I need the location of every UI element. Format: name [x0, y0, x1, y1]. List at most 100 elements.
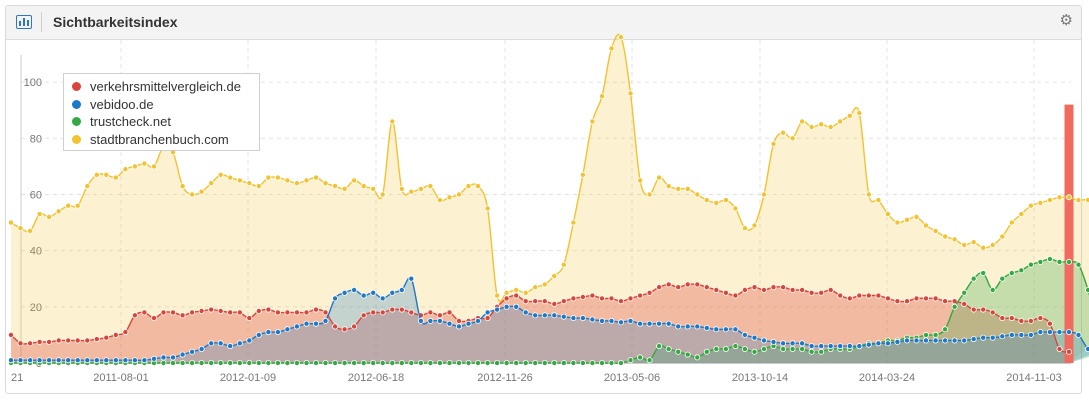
data-point[interactable]	[17, 225, 24, 232]
data-point[interactable]	[703, 324, 710, 331]
data-point[interactable]	[570, 359, 577, 366]
data-point[interactable]	[312, 359, 319, 366]
data-point[interactable]	[427, 309, 434, 316]
data-point[interactable]	[694, 191, 701, 198]
data-point[interactable]	[150, 315, 157, 322]
data-point[interactable]	[322, 309, 329, 316]
data-point[interactable]	[122, 329, 129, 336]
data-point[interactable]	[970, 336, 977, 343]
data-point[interactable]	[332, 323, 339, 330]
data-point[interactable]	[522, 298, 529, 305]
data-point[interactable]	[608, 45, 615, 52]
data-point[interactable]	[474, 359, 481, 366]
data-point[interactable]	[751, 334, 758, 341]
data-point[interactable]	[436, 312, 443, 319]
data-point[interactable]	[179, 351, 186, 358]
data-point[interactable]	[351, 323, 358, 330]
data-point[interactable]	[904, 216, 911, 223]
data-point[interactable]	[284, 177, 291, 184]
data-point[interactable]	[1046, 197, 1053, 204]
data-point[interactable]	[780, 129, 787, 136]
data-point[interactable]	[189, 309, 196, 316]
data-point[interactable]	[303, 320, 310, 327]
data-point[interactable]	[579, 359, 586, 366]
data-point[interactable]	[1066, 329, 1073, 336]
data-point[interactable]	[398, 306, 405, 313]
data-point[interactable]	[398, 359, 405, 366]
data-point[interactable]	[618, 359, 625, 366]
data-point[interactable]	[179, 359, 186, 366]
data-point[interactable]	[865, 292, 872, 299]
data-point[interactable]	[599, 359, 606, 366]
data-point[interactable]	[713, 199, 720, 206]
data-point[interactable]	[999, 333, 1006, 340]
data-point[interactable]	[713, 286, 720, 293]
data-point[interactable]	[932, 331, 939, 338]
data-point[interactable]	[379, 359, 386, 366]
data-point[interactable]	[227, 174, 234, 181]
data-point[interactable]	[665, 345, 672, 352]
data-point[interactable]	[884, 211, 891, 218]
data-point[interactable]	[570, 315, 577, 322]
data-point[interactable]	[265, 174, 272, 181]
data-point[interactable]	[1008, 219, 1015, 226]
data-point[interactable]	[46, 338, 53, 345]
data-point[interactable]	[341, 185, 348, 192]
data-point[interactable]	[970, 239, 977, 246]
data-point[interactable]	[799, 286, 806, 293]
data-point[interactable]	[265, 359, 272, 366]
data-point[interactable]	[93, 336, 100, 343]
data-point[interactable]	[780, 284, 787, 291]
data-point[interactable]	[503, 289, 510, 296]
data-point[interactable]	[656, 174, 663, 181]
data-point[interactable]	[951, 337, 958, 344]
data-point[interactable]	[522, 359, 529, 366]
data-point[interactable]	[227, 359, 234, 366]
data-point[interactable]	[560, 298, 567, 305]
data-point[interactable]	[1066, 348, 1073, 355]
data-point[interactable]	[1085, 197, 1089, 204]
data-point[interactable]	[618, 319, 625, 326]
data-point[interactable]	[541, 359, 548, 366]
data-point[interactable]	[923, 295, 930, 302]
data-point[interactable]	[389, 306, 396, 313]
data-point[interactable]	[179, 312, 186, 319]
data-point[interactable]	[1056, 345, 1063, 352]
data-point[interactable]	[1075, 197, 1082, 204]
data-point[interactable]	[303, 359, 310, 366]
data-point[interactable]	[236, 359, 243, 366]
data-point[interactable]	[846, 295, 853, 302]
data-point[interactable]	[427, 183, 434, 190]
data-point[interactable]	[503, 303, 510, 310]
data-point[interactable]	[989, 286, 996, 293]
data-point[interactable]	[322, 359, 329, 366]
data-point[interactable]	[255, 183, 262, 190]
data-point[interactable]	[627, 357, 634, 364]
data-point[interactable]	[722, 289, 729, 296]
data-point[interactable]	[484, 359, 491, 366]
data-point[interactable]	[398, 185, 405, 192]
data-point[interactable]	[379, 191, 386, 198]
data-point[interactable]	[637, 292, 644, 299]
data-point[interactable]	[284, 359, 291, 366]
data-point[interactable]	[961, 337, 968, 344]
data-point[interactable]	[741, 331, 748, 338]
data-point[interactable]	[980, 270, 987, 277]
data-point[interactable]	[446, 359, 453, 366]
data-point[interactable]	[761, 286, 768, 293]
data-point[interactable]	[484, 315, 491, 322]
data-point[interactable]	[255, 359, 262, 366]
data-point[interactable]	[1018, 317, 1025, 324]
data-point[interactable]	[246, 180, 253, 187]
data-point[interactable]	[150, 163, 157, 170]
data-point[interactable]	[7, 331, 14, 338]
data-point[interactable]	[513, 286, 520, 293]
data-point[interactable]	[579, 293, 586, 300]
data-point[interactable]	[1027, 261, 1034, 268]
data-point[interactable]	[208, 340, 215, 347]
data-point[interactable]	[417, 185, 424, 192]
data-point[interactable]	[122, 357, 129, 364]
data-point[interactable]	[589, 359, 596, 366]
data-point[interactable]	[570, 295, 577, 302]
data-point[interactable]	[923, 337, 930, 344]
